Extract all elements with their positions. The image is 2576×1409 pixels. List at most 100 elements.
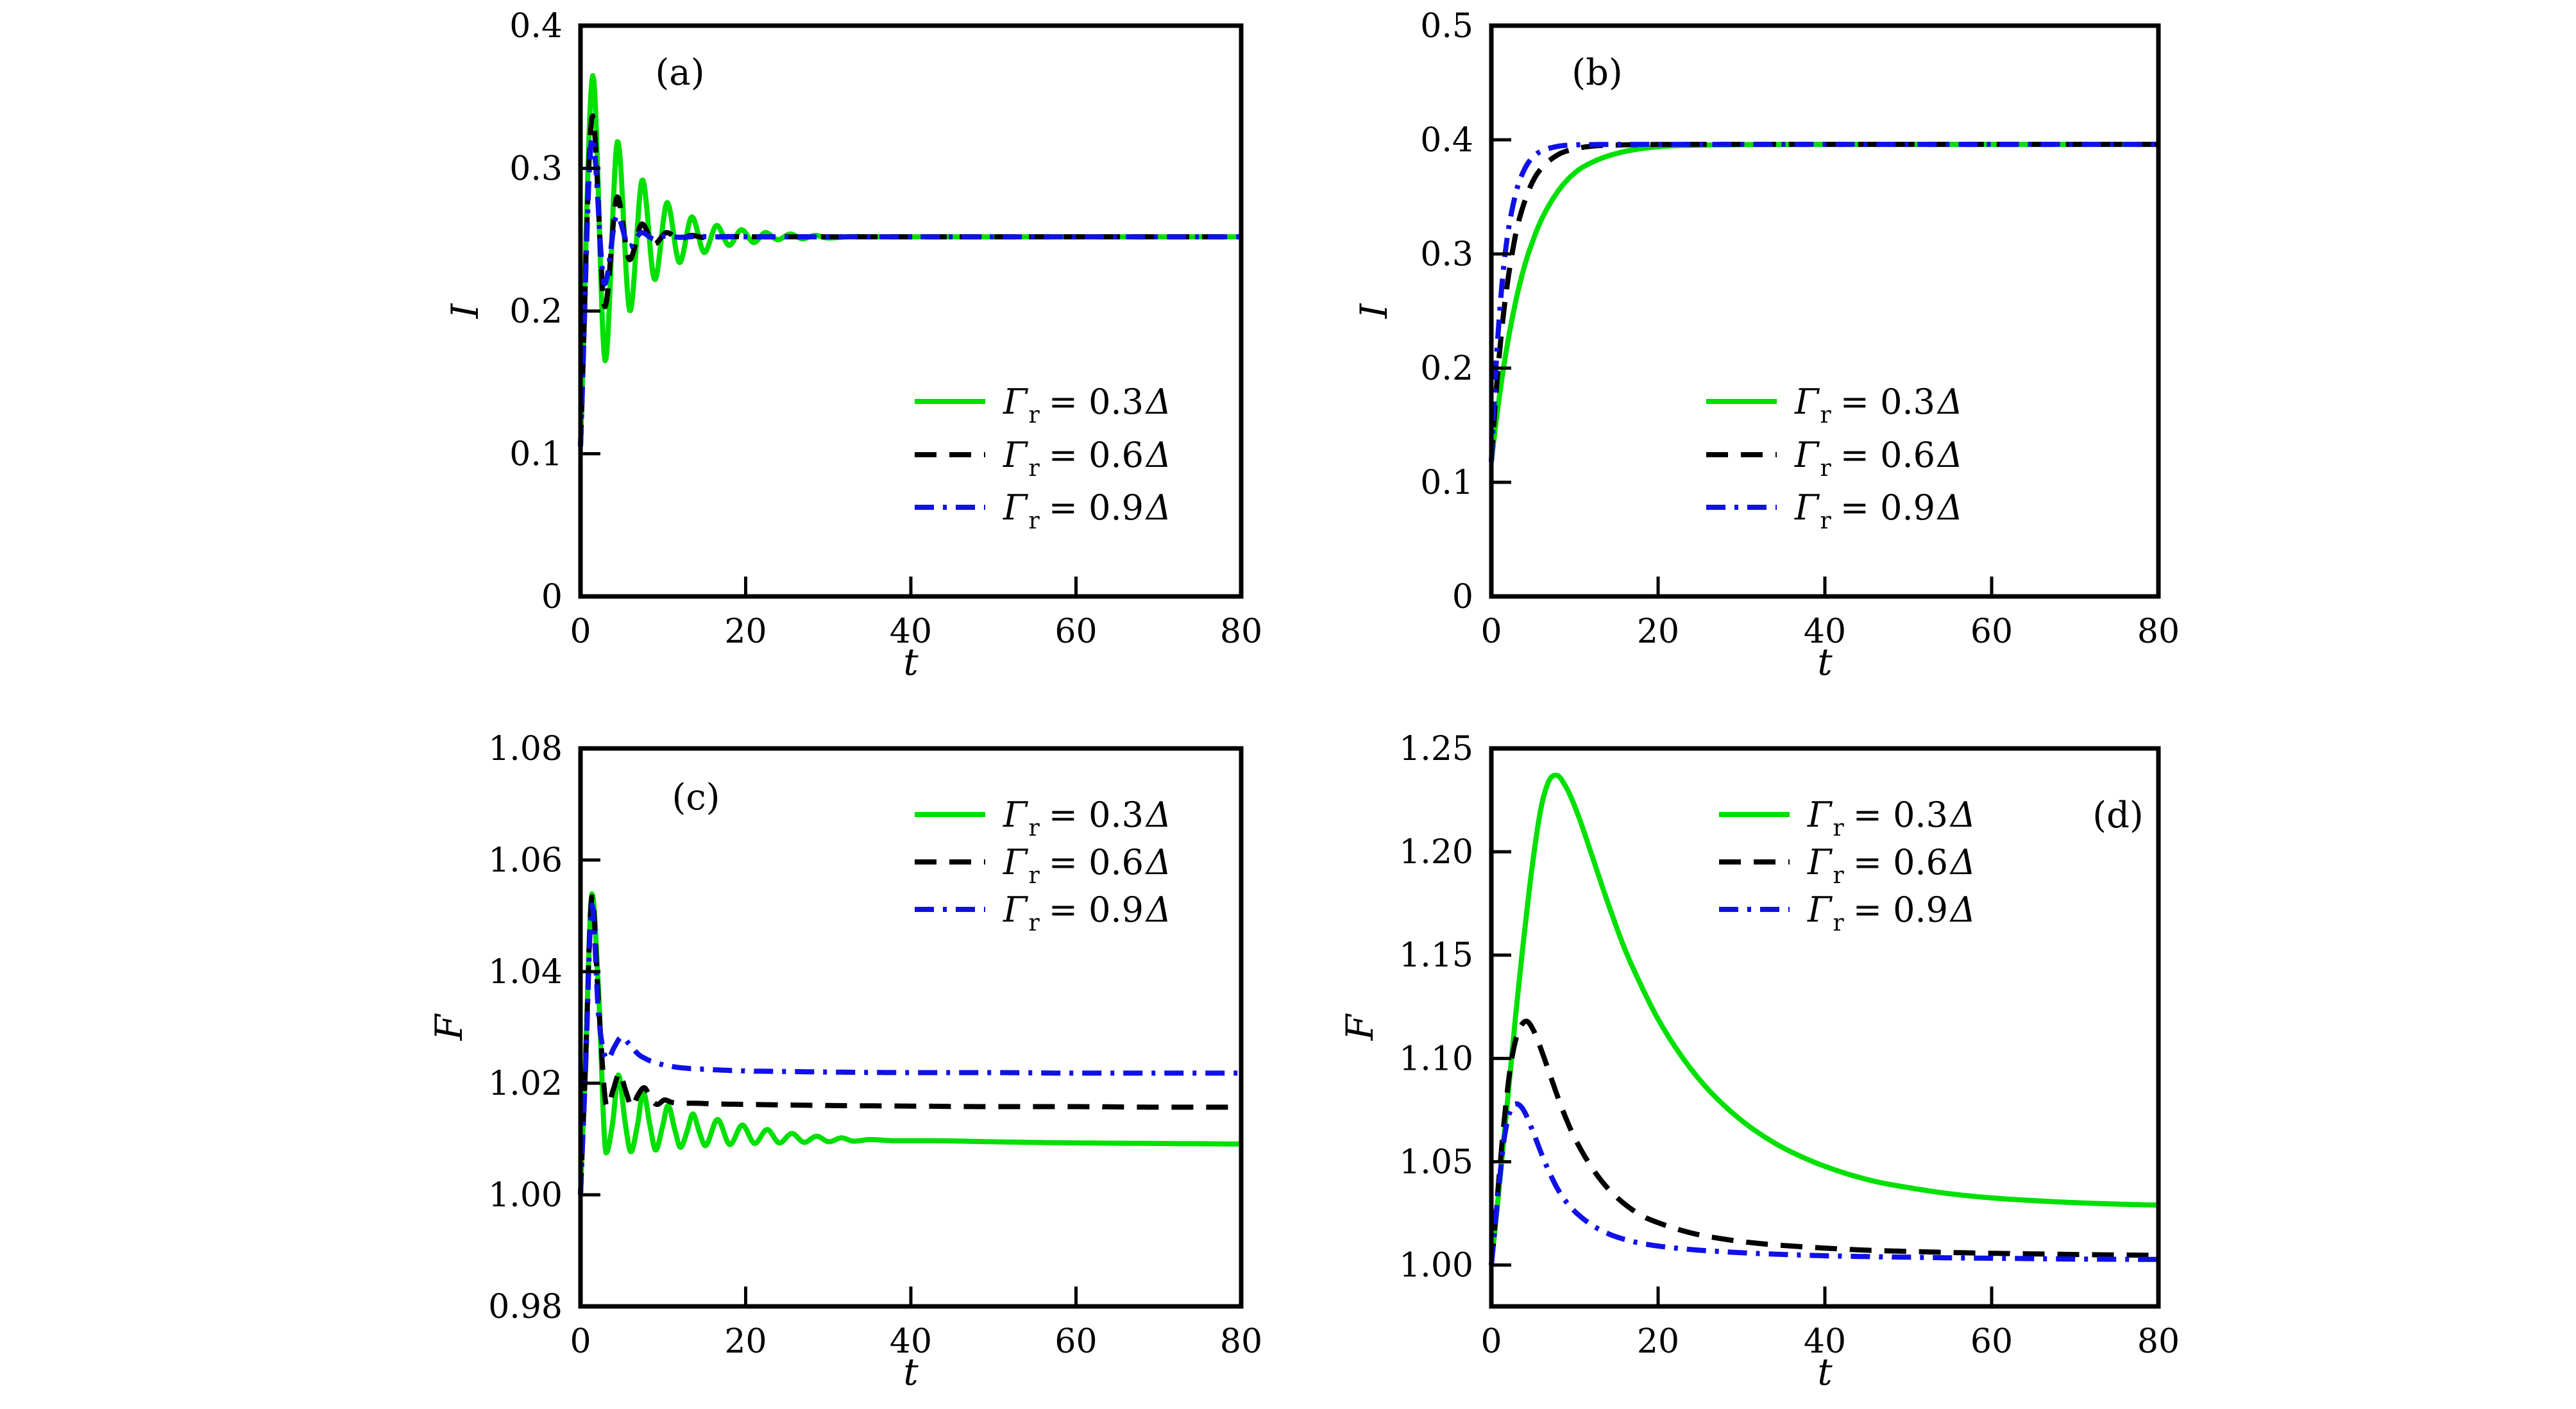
legend-delta-symbol: Δ xyxy=(1936,487,1963,528)
ytick-label-d: 1.05 xyxy=(1399,1143,1473,1181)
legend-gamma-subscript: r xyxy=(1820,508,1831,534)
xtick-label-d: 20 xyxy=(1637,1322,1679,1361)
legend-equation-text: = 0.6 xyxy=(1853,842,1948,882)
legend-equation-text: = 0.3 xyxy=(1840,382,1935,422)
ytick-label-a: 0.2 xyxy=(509,292,563,331)
panel-d: 1.00 1.05 1.10 1.15 1.20 1.25 0 20 40 60 80 t F (d) Γr… xyxy=(1338,730,2180,1394)
xtick-label-a: 40 xyxy=(890,612,932,651)
xtick-label-a: 80 xyxy=(1220,612,1262,651)
xtick-label-b: 20 xyxy=(1637,612,1679,651)
curve-d-gamma09 xyxy=(1489,1101,2160,1265)
legend-delta-symbol: Δ xyxy=(1936,435,1963,475)
panel-label-b: (b) xyxy=(1572,52,1623,94)
curve-c-gamma03 xyxy=(578,891,1243,1195)
ytick-label-a: 0.4 xyxy=(509,7,563,46)
legend-delta-symbol: Δ xyxy=(1949,842,1976,882)
xlabel-b: t xyxy=(1817,640,1833,684)
legend-gamma-symbol: Γ xyxy=(1794,382,1820,422)
legend-gamma-subscript: r xyxy=(1833,815,1844,841)
legend-gamma-symbol: Γ xyxy=(1003,795,1029,835)
xtick-label-c: 60 xyxy=(1055,1322,1097,1361)
legend-gamma-subscript: r xyxy=(1028,910,1040,936)
legend-label-gamma03: Γr = 0.3Δ xyxy=(1003,382,1171,428)
ytick-label-b: 0.5 xyxy=(1420,7,1473,46)
xtick-label-d: 0 xyxy=(1480,1322,1502,1361)
xtick-label-d: 80 xyxy=(2137,1322,2180,1361)
panel-label-d: (d) xyxy=(2092,795,2144,836)
ytick-label-c: 1.06 xyxy=(488,841,563,880)
legend-equation-text: = 0.9 xyxy=(1049,890,1144,930)
legend-label-gamma06: Γr = 0.6Δ xyxy=(1807,842,1976,889)
legend-equation-text: = 0.6 xyxy=(1049,435,1144,475)
legend-equation-text: = 0.9 xyxy=(1840,487,1935,528)
legend-label-gamma03: Γr = 0.3Δ xyxy=(1807,795,1976,841)
legend-gamma-subscript: r xyxy=(1833,910,1844,936)
xtick-label-a: 20 xyxy=(724,612,767,651)
ytick-label-c: 1.02 xyxy=(488,1065,563,1103)
ylabel-a: I xyxy=(443,303,487,319)
ytick-label-a: 0.1 xyxy=(509,435,563,474)
xtick-label-b: 40 xyxy=(1804,612,1846,651)
legend-equation-text: = 0.6 xyxy=(1840,435,1935,475)
xtick-label-a: 60 xyxy=(1055,612,1097,651)
legend-delta-symbol: Δ xyxy=(1949,890,1976,930)
ytick-label-d: 1.15 xyxy=(1399,936,1473,975)
legend-gamma-symbol: Γ xyxy=(1003,435,1029,475)
legend-gamma-subscript: r xyxy=(1028,815,1040,841)
legend-gamma-symbol: Γ xyxy=(1794,435,1820,475)
ytick-label-d: 1.25 xyxy=(1399,730,1473,768)
legend-gamma-symbol: Γ xyxy=(1794,487,1820,528)
legend-label-gamma03: Γr = 0.3Δ xyxy=(1794,382,1963,428)
ytick-label-c: 0.98 xyxy=(488,1288,563,1326)
panel-label-c: (c) xyxy=(672,777,720,818)
legend-delta-symbol: Δ xyxy=(1949,795,1976,835)
ylabel-c: F xyxy=(427,1013,471,1041)
legend-label-gamma06: Γr = 0.6Δ xyxy=(1003,435,1171,482)
ytick-label-a: 0.3 xyxy=(509,150,563,189)
legend-gamma-symbol: Γ xyxy=(1003,842,1029,882)
ytick-label-b: 0.2 xyxy=(1420,350,1473,388)
xtick-label-c: 40 xyxy=(890,1322,932,1361)
curve-a-gamma09 xyxy=(578,135,1243,447)
curve-c-gamma09 xyxy=(578,902,1243,1195)
legend-delta-symbol: Δ xyxy=(1145,795,1171,835)
curve-c-gamma06 xyxy=(578,894,1243,1195)
legend-gamma-symbol: Γ xyxy=(1807,890,1833,930)
legend-gamma-symbol: Γ xyxy=(1807,795,1833,835)
ytick-label-b: 0.4 xyxy=(1420,121,1473,160)
panel-label-a: (a) xyxy=(655,52,704,94)
legend-label-gamma09: Γr = 0.9Δ xyxy=(1807,890,1976,936)
legend-delta-symbol: Δ xyxy=(1145,435,1171,475)
legend-gamma-subscript: r xyxy=(1028,402,1040,428)
xtick-label-a: 0 xyxy=(570,612,591,651)
axes-box-a xyxy=(578,23,1244,599)
legend-delta-symbol: Δ xyxy=(1145,487,1171,528)
axes-box-b xyxy=(1489,23,2161,599)
panel-c: 0.98 1.00 1.02 1.04 1.06 1.08 0 20 40 60 80 t F (c) Γr… xyxy=(427,730,1262,1394)
legend-delta-symbol: Δ xyxy=(1145,382,1171,422)
legend-equation-text: = 0.3 xyxy=(1049,382,1144,422)
ytick-label-a: 0 xyxy=(541,578,563,616)
legend-gamma-symbol: Γ xyxy=(1003,890,1029,930)
legend-equation-text: = 0.3 xyxy=(1049,795,1144,835)
xlabel-c: t xyxy=(903,1350,919,1394)
legend-gamma-subscript: r xyxy=(1820,402,1831,428)
curve-b-gamma09 xyxy=(1489,142,2160,462)
legend-equation-text: = 0.3 xyxy=(1853,795,1948,835)
axes-box-c xyxy=(578,746,1244,1309)
ytick-label-b: 0 xyxy=(1452,578,1473,616)
legend-gamma-subscript: r xyxy=(1833,863,1844,889)
ytick-label-d: 1.00 xyxy=(1399,1247,1473,1285)
curve-d-gamma03 xyxy=(1489,772,2160,1266)
ytick-label-d: 1.20 xyxy=(1399,833,1473,872)
legend-gamma-subscript: r xyxy=(1028,863,1040,889)
ytick-label-b: 0.3 xyxy=(1420,235,1473,274)
legend-gamma-subscript: r xyxy=(1028,455,1040,482)
